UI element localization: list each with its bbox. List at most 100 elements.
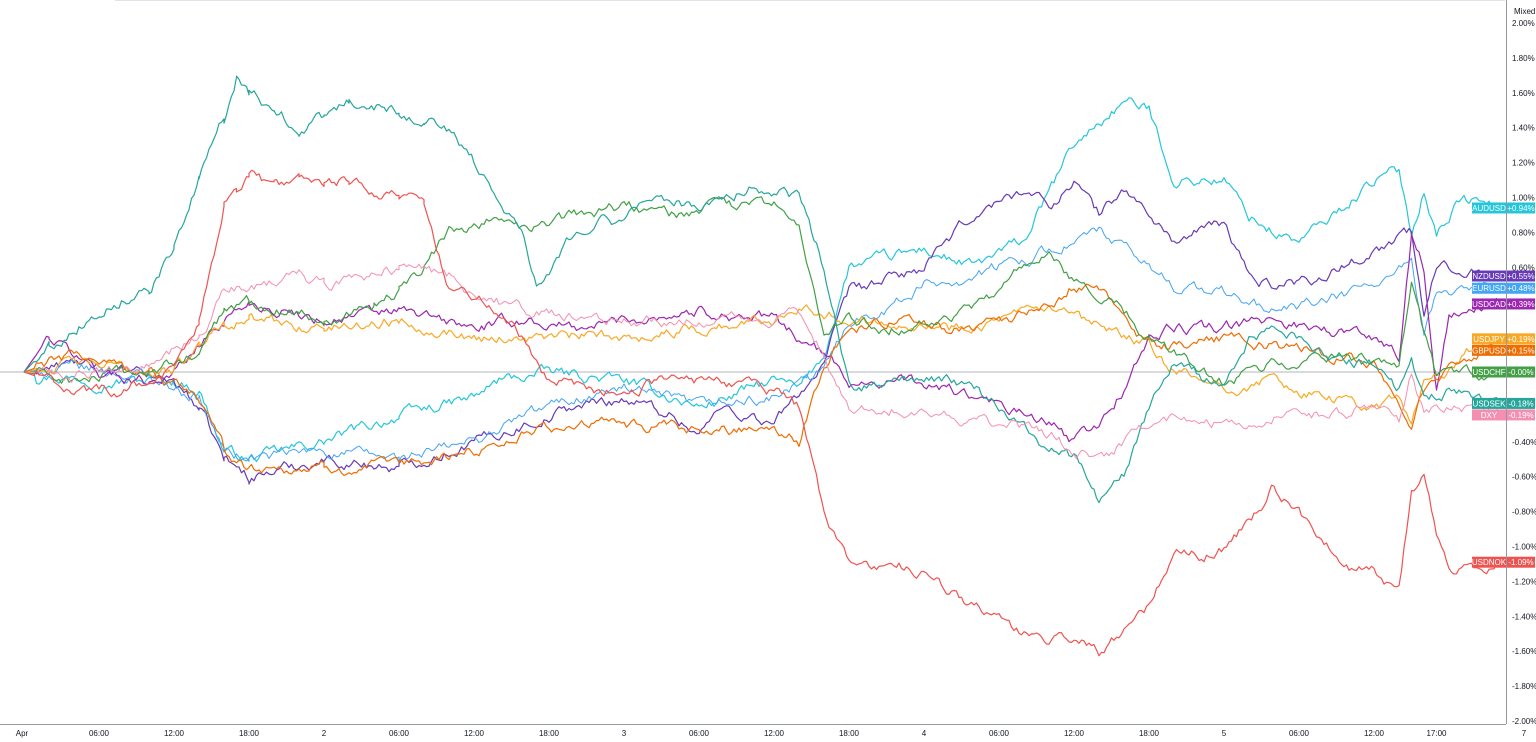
last-label-usdjpy: USDJPY +0.19% [1472,333,1535,345]
x-tick-label: 18:00 [839,729,860,738]
series-name-label: USDCHF [1472,368,1505,377]
series-value-bg [1507,282,1535,294]
y-tick-label: -1.00% [1512,543,1536,552]
series-line-nzdusd[interactable] [23,180,1500,485]
y-tick-label: 0.60% [1512,263,1535,272]
series-value-bg [1507,409,1535,421]
series-tag-bg [1472,270,1506,282]
y-tick-label: -1.40% [1512,612,1536,621]
series-line-audusd[interactable] [23,97,1500,463]
series-name-label: USDCAD [1472,300,1506,309]
y-tick-label: 1.60% [1512,89,1535,98]
series-value-bg [1507,270,1535,282]
series-name-label: EURUSD [1472,284,1506,293]
y-tick-label: -1.80% [1512,682,1536,691]
last-label-usdnok: USDNOK -1.09% [1472,556,1535,568]
series-value-bg [1507,397,1535,409]
y-tick-label: 1.00% [1512,194,1535,203]
series-tag-bg [1472,556,1506,568]
y-tick-label: -1.20% [1512,577,1536,586]
series-line-usdcad[interactable] [23,234,1500,443]
y-tick-label: -2.00% [1512,717,1536,726]
series-tag-bg [1472,202,1506,214]
series-value-label: -1.09% [1508,558,1533,567]
price-axis[interactable]: 2.00% 1.80% 1.60% 1.40% 1.20% 1.00% 0.80% 0.60%… [1512,19,1536,726]
last-label-gbpusd: GBPUSD +0.15% [1472,344,1535,356]
x-tick-label: 4 [922,729,927,738]
x-tick-label: 18:00 [539,729,560,738]
x-tick-label: 7 [1522,729,1527,738]
y-tick-label: 1.20% [1512,159,1535,168]
series-name-label: NZDUSD [1472,272,1506,281]
x-tick-label: 17:00 [1426,729,1447,738]
y-tick-label: 0.80% [1512,228,1535,237]
series-tag-bg [1472,397,1506,409]
series-name-label: AUDUSD [1472,204,1506,213]
last-label-usdsek: USDSEK -0.18% [1472,397,1535,409]
series-name-label: USDJPY [1473,335,1505,344]
series-value-label: +0.39% [1507,300,1534,309]
series-layer [23,75,1500,657]
series-value-label: -0.19% [1508,411,1533,420]
series-value-bg [1507,366,1535,378]
series-value-label: +0.94% [1507,204,1534,213]
series-tag-bg [1472,282,1506,294]
x-tick-label: 06:00 [389,729,410,738]
last-label-audusd: AUDUSD +0.94% [1472,202,1535,214]
x-tick-label: 3 [622,729,627,738]
series-line-dxy[interactable] [23,263,1500,460]
series-line-usdchf[interactable] [23,196,1500,386]
series-tag-bg [1472,409,1506,421]
y-tick-label: -0.40% [1512,438,1536,447]
x-tick-label: 5 [1222,729,1227,738]
series-tag-bg [1472,333,1506,345]
x-tick-label: 18:00 [239,729,260,738]
y-tick-label: -0.60% [1512,473,1536,482]
y-tick-label: 1.40% [1512,124,1535,133]
series-value-bg [1507,202,1535,214]
series-tag-bg [1472,344,1506,356]
series-value-label: -0.18% [1508,399,1533,408]
scale-mode-label[interactable]: Mixed [1514,7,1535,16]
series-name-label: DXY [1481,411,1498,420]
series-line-gbpusd[interactable] [23,283,1500,476]
series-line-usdjpy[interactable] [23,304,1500,425]
series-name-label: USDNOK [1472,558,1507,567]
y-tick-label: 1.80% [1512,54,1535,63]
series-name-label: USDSEK [1473,399,1507,408]
last-label-usdcad: USDCAD +0.39% [1472,298,1535,310]
x-tick-label: Apr [16,729,29,738]
x-tick-label: 06:00 [1289,729,1310,738]
last-label-usdchf: USDCHF -0.00% [1472,366,1535,378]
series-value-bg [1507,298,1535,310]
series-line-usdnok[interactable] [23,169,1500,657]
series-value-bg [1507,333,1535,345]
x-tick-label: 18:00 [1139,729,1160,738]
series-line-eurusd[interactable] [23,226,1500,462]
x-tick-label: 2 [322,729,327,738]
x-tick-label: 06:00 [89,729,110,738]
y-tick-label: 2.00% [1512,19,1535,28]
last-label-dxy: DXY -0.19% [1472,409,1535,421]
series-value-bg [1507,344,1535,356]
last-label-nzdusd: NZDUSD +0.55% [1472,270,1535,282]
x-tick-label: 12:00 [1064,729,1085,738]
x-tick-label: 12:00 [464,729,485,738]
series-value-label: +0.19% [1507,335,1534,344]
last-value-labels: AUDUSD +0.94% NZDUSD +0.55%EURUSD +0.48% USDC… [1472,202,1535,568]
series-tag-bg [1472,298,1506,310]
time-axis[interactable]: Apr 06:00 12:00 18:00 2 06:00 12:00 18:00 3 06:00… [16,729,1527,738]
x-tick-label: 06:00 [689,729,710,738]
x-tick-label: 12:00 [164,729,185,738]
y-tick-label: -0.80% [1512,508,1536,517]
y-tick-label: -1.60% [1512,647,1536,656]
x-tick-label: 12:00 [764,729,785,738]
last-label-eurusd: EURUSD +0.48% [1472,282,1535,294]
series-value-label: +0.15% [1507,346,1534,355]
x-tick-label: 12:00 [1364,729,1385,738]
series-name-label: GBPUSD [1472,346,1506,355]
series-tag-bg [1472,366,1506,378]
series-line-usdsek[interactable] [23,75,1500,504]
